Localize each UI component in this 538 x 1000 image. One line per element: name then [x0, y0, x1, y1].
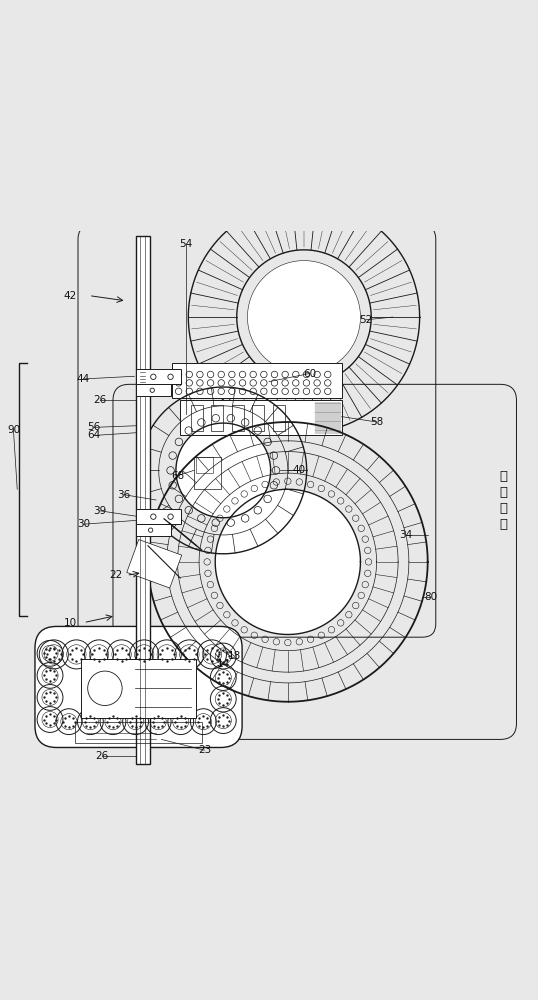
Bar — [136, 236, 150, 764]
FancyBboxPatch shape — [35, 626, 242, 747]
Bar — [252, 405, 264, 431]
Bar — [136, 509, 181, 524]
Circle shape — [176, 423, 271, 518]
Bar — [273, 405, 285, 431]
Bar — [194, 457, 221, 489]
Bar — [81, 659, 196, 718]
Bar — [136, 369, 181, 384]
Text: 90: 90 — [7, 425, 20, 435]
Text: 40: 40 — [292, 465, 305, 475]
Bar — [172, 363, 342, 398]
Bar — [136, 524, 171, 536]
Bar — [136, 384, 171, 396]
Text: 56: 56 — [88, 422, 101, 432]
Circle shape — [247, 261, 360, 374]
Text: 18: 18 — [228, 651, 240, 661]
Text: 26: 26 — [96, 751, 109, 761]
Bar — [75, 722, 202, 743]
Text: 现
有
技
术: 现 有 技 术 — [499, 470, 507, 530]
Text: 68: 68 — [171, 471, 184, 481]
Text: 10: 10 — [63, 618, 76, 628]
Text: 42: 42 — [63, 291, 76, 301]
Bar — [196, 457, 213, 473]
Text: 14: 14 — [217, 659, 230, 669]
Bar — [211, 405, 223, 431]
Circle shape — [215, 489, 360, 635]
Bar — [232, 405, 244, 431]
Bar — [191, 405, 203, 431]
Text: 58: 58 — [370, 417, 383, 427]
Bar — [127, 540, 182, 588]
Text: 36: 36 — [117, 490, 130, 500]
Text: 30: 30 — [77, 519, 90, 529]
Text: 54: 54 — [179, 239, 192, 249]
Text: 64: 64 — [88, 430, 101, 440]
Text: 80: 80 — [424, 592, 437, 602]
Text: 52: 52 — [359, 315, 372, 325]
Text: 22: 22 — [109, 570, 122, 580]
Text: 26: 26 — [93, 395, 106, 405]
Text: 60: 60 — [303, 369, 316, 379]
Text: 34: 34 — [400, 530, 413, 540]
Bar — [180, 400, 342, 435]
Circle shape — [88, 671, 122, 706]
Text: 23: 23 — [198, 745, 211, 755]
Text: 44: 44 — [77, 374, 90, 384]
Text: 39: 39 — [93, 506, 106, 516]
